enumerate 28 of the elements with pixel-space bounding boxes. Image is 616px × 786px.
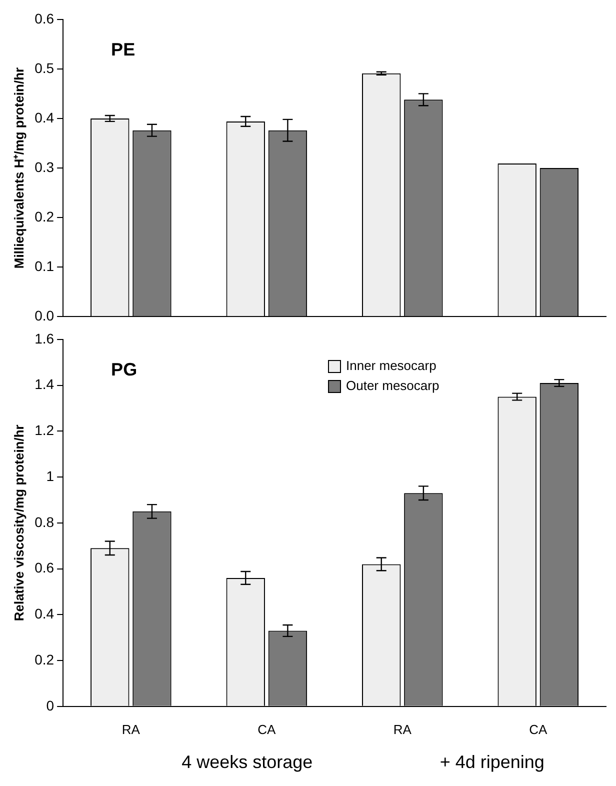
text: PG — [111, 359, 138, 380]
y-tick-label: 0.8 — [34, 514, 54, 530]
y-tick-label: 1.4 — [34, 376, 54, 392]
text: PE — [111, 39, 136, 60]
y-tick-label: 0.5 — [34, 60, 54, 76]
y-tick-label: 0.6 — [34, 10, 54, 26]
y-tick-label: 1 — [46, 468, 54, 484]
text: + 4d ripening — [440, 752, 544, 773]
legend-label: Inner mesocarp — [346, 357, 436, 375]
y-axis-title: Milliequivalents H⁺/mg protein/hr — [11, 67, 26, 269]
y-tick-label: 0.4 — [34, 606, 54, 622]
y-tick-label: 0 — [46, 697, 54, 714]
y-tick-label: 0.3 — [34, 158, 54, 175]
x-tick-label: RA — [122, 722, 140, 737]
y-tick-label: 0.6 — [34, 560, 54, 576]
y-tick-label: 0.2 — [34, 208, 54, 224]
x-tick-label: RA — [393, 722, 412, 737]
legend-label: Outer mesocarp — [346, 377, 440, 395]
y-tick-label: 0.2 — [34, 651, 54, 668]
y-tick-label: 0.4 — [34, 109, 54, 126]
y-axis-title: Relative viscosity/mg protein/hr — [11, 424, 26, 622]
y-tick-label: 0.1 — [34, 258, 54, 274]
x-tick-label: CA — [258, 722, 276, 737]
text: 4 weeks storage — [182, 752, 313, 773]
y-tick-label: 1.2 — [34, 422, 54, 438]
x-tick-label: CA — [529, 722, 548, 737]
y-tick-label: 0.0 — [34, 307, 54, 324]
y-tick-label: 1.6 — [34, 330, 54, 346]
